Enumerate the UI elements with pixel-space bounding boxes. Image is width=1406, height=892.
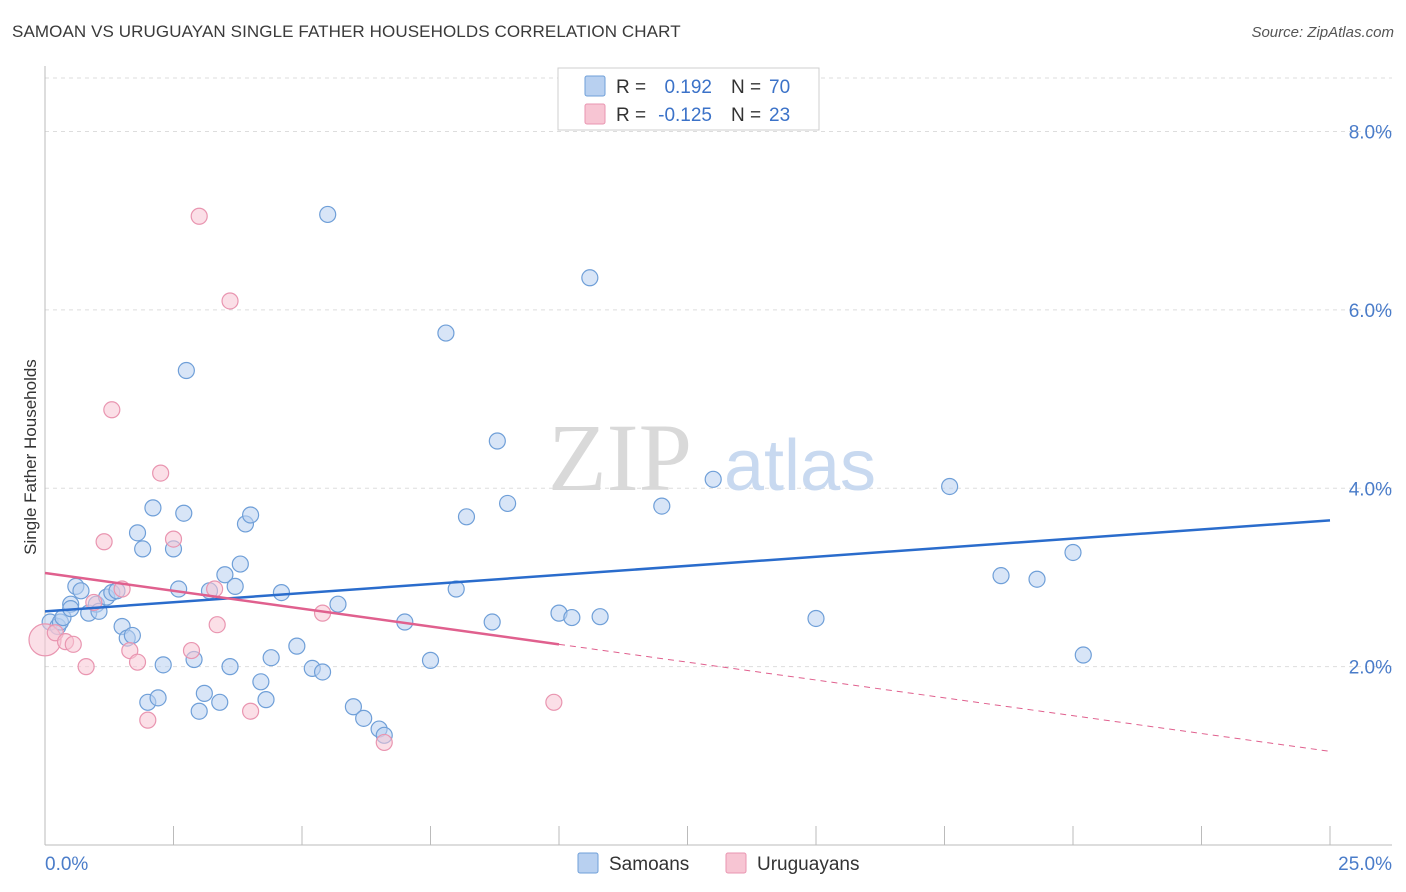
legend-r-value: -0.125	[658, 105, 712, 126]
samoan-point	[563, 608, 581, 627]
samoan-point	[499, 494, 517, 513]
samoan-point	[288, 637, 306, 655]
samoan-point	[355, 709, 373, 727]
samoan-point	[134, 540, 152, 558]
samoan-point	[1028, 570, 1046, 588]
samoan-point	[72, 582, 90, 600]
samoan-point	[216, 566, 234, 584]
y-tick-label: 6.0%	[1349, 301, 1392, 322]
uruguayan-point	[545, 693, 563, 711]
bottom-legend: Samoans Uruguayans	[577, 852, 859, 875]
chart-title: SAMOAN VS URUGUAYAN SINGLE FATHER HOUSEH…	[12, 22, 681, 41]
uruguayan-point	[375, 733, 393, 752]
samoan-point	[170, 580, 188, 598]
samoan-point	[591, 608, 609, 626]
samoan-point	[344, 698, 362, 716]
uruguayans-trend-line	[44, 571, 560, 646]
watermark-atlas: atlas	[724, 426, 876, 506]
samoan-point	[123, 626, 141, 645]
uruguayan-point	[190, 207, 208, 225]
grid-lines	[45, 77, 1392, 668]
samoan-point	[313, 663, 332, 681]
samoan-point	[177, 361, 195, 380]
uruguayan-point	[64, 635, 82, 653]
samoan-point	[221, 658, 239, 676]
legend-r-label: R =	[616, 77, 646, 98]
legend-r-value: 0.192	[664, 77, 712, 98]
samoan-point	[154, 656, 172, 674]
samoan-point	[437, 324, 455, 342]
y-tick-label: 8.0%	[1349, 123, 1392, 144]
uruguayan-point	[221, 292, 239, 310]
legend-swatch-uruguayans	[584, 103, 606, 125]
uruguayan-point	[128, 653, 147, 671]
samoan-point	[262, 649, 280, 667]
y-tick-label: 2.0%	[1349, 658, 1392, 679]
uruguayan-point	[208, 616, 226, 634]
samoan-point	[457, 508, 476, 526]
tick-labels: 2.0% 4.0% 6.0% 8.0% 0.0% 25.0%	[45, 123, 1392, 875]
samoan-point	[128, 524, 147, 542]
samoan-point	[653, 497, 671, 515]
uruguayans-points	[28, 207, 563, 752]
samoan-point	[807, 609, 825, 628]
samoan-point	[992, 567, 1010, 585]
uruguayan-point	[139, 711, 157, 729]
samoan-point	[242, 506, 260, 524]
samoan-point	[149, 689, 167, 707]
legend-n-value: 70	[769, 77, 790, 98]
uruguayan-point	[242, 702, 260, 720]
samoan-point	[231, 555, 249, 573]
samoan-point	[581, 269, 599, 287]
samoan-point	[190, 702, 208, 720]
stats-legend: R = 0.192 N = 70 R = -0.125 N = 23	[557, 67, 820, 131]
bottom-legend-swatch-uruguayans	[725, 852, 747, 874]
bottom-legend-samoans: Samoans	[609, 854, 689, 875]
samoan-point	[211, 693, 229, 711]
legend-n-label: N =	[731, 105, 761, 126]
uruguayan-point	[103, 401, 121, 419]
samoan-point	[175, 504, 193, 522]
samoan-point	[329, 595, 347, 613]
bottom-legend-uruguayans: Uruguayans	[757, 854, 859, 875]
samoans-trend-line	[44, 519, 1331, 613]
samoan-point	[488, 432, 506, 450]
samoan-point	[144, 499, 162, 517]
source-label: Source: ZipAtlas.com	[1251, 24, 1394, 41]
y-axis-label: Single Father Households	[21, 359, 40, 555]
y-tick-label: 4.0%	[1349, 479, 1392, 500]
samoan-point	[1074, 646, 1092, 664]
samoan-point	[319, 205, 337, 224]
legend-n-value: 23	[769, 105, 790, 126]
samoan-point	[483, 613, 501, 631]
x-tick-label: 25.0%	[1338, 854, 1392, 875]
samoan-point	[257, 691, 275, 709]
axes	[44, 66, 1392, 846]
samoan-point	[704, 470, 722, 488]
samoan-point	[941, 477, 959, 496]
uruguayan-point	[164, 530, 183, 548]
uruguayan-point	[77, 658, 95, 676]
samoan-point	[1064, 543, 1082, 562]
x-tick-label: 0.0%	[45, 854, 88, 875]
uruguayan-point	[95, 533, 113, 551]
samoan-point	[272, 584, 291, 602]
watermark: ZIP atlas	[548, 404, 876, 511]
legend-r-label: R =	[616, 105, 646, 126]
samoan-point	[252, 673, 270, 691]
uruguayan-point	[182, 641, 201, 660]
legend-n-label: N =	[731, 77, 761, 98]
bottom-legend-swatch-samoans	[577, 852, 599, 874]
uruguayan-point	[152, 464, 170, 482]
uruguayans-trend-extension	[558, 643, 1331, 752]
watermark-zip: ZIP	[548, 404, 692, 511]
legend-swatch-samoans	[584, 75, 606, 97]
samoan-point	[226, 577, 244, 595]
samoan-point	[421, 651, 440, 669]
samoan-point	[195, 684, 213, 702]
trend-lines	[44, 519, 1331, 752]
